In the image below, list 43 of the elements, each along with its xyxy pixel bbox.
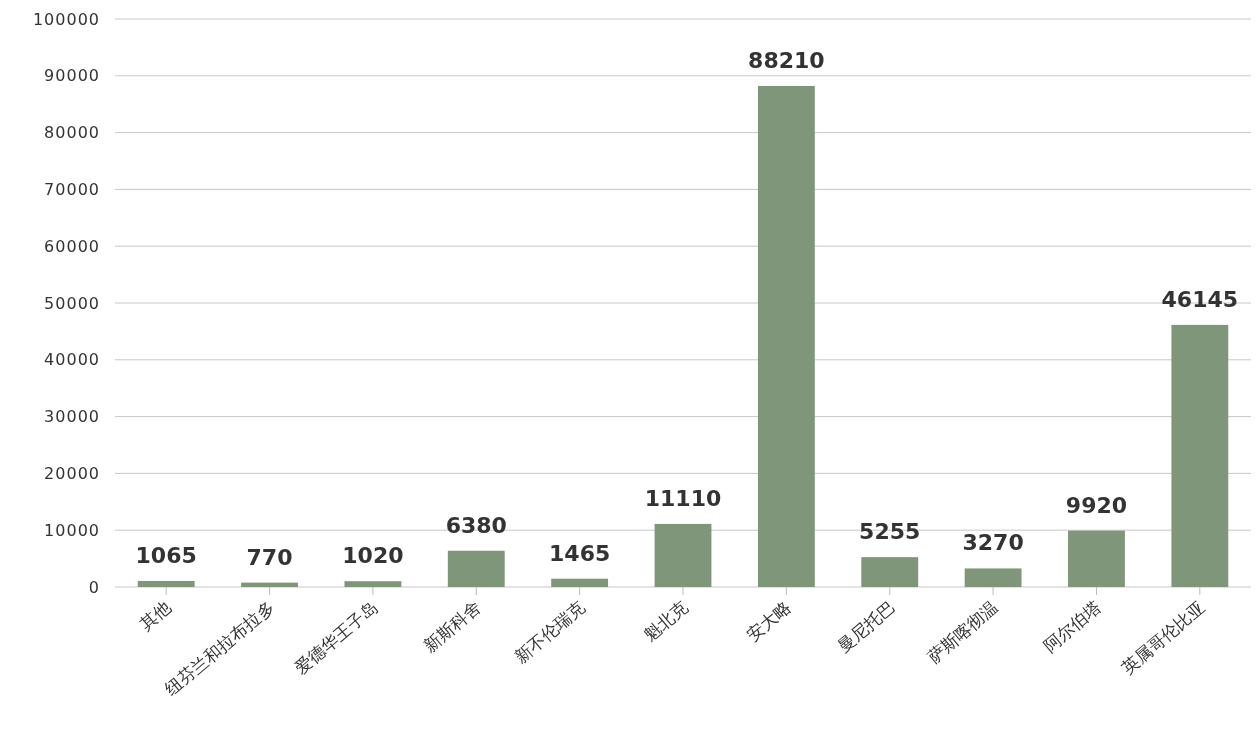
y-tick-label: 60000	[44, 236, 100, 256]
data-label: 11110	[644, 485, 722, 511]
data-label: 770	[246, 544, 293, 570]
bar	[1068, 530, 1125, 587]
x-tick-label: 新斯科舍	[419, 596, 485, 656]
bar	[654, 523, 712, 587]
x-tick-label: 曼尼托巴	[833, 596, 899, 656]
bar	[861, 557, 919, 587]
bar	[241, 582, 298, 587]
y-tick-label: 10000	[44, 520, 100, 540]
y-tick-label: 70000	[44, 180, 100, 199]
y-tick-label: 0	[88, 577, 100, 597]
x-tick-label: 安大略	[743, 596, 795, 645]
data-label: 46145	[1161, 286, 1239, 312]
y-tick-label: 80000	[44, 123, 100, 143]
data-label: 5255	[859, 519, 921, 545]
x-tick-label: 新不伦瑞克	[510, 596, 589, 667]
y-tick-label: 100000	[32, 9, 100, 29]
data-label: 1020	[342, 543, 404, 569]
y-tick-label: 40000	[44, 350, 100, 370]
x-tick-label: 其他	[135, 596, 175, 634]
data-label: 1065	[135, 542, 197, 568]
x-tick-label: 英属哥伦比亚	[1117, 596, 1209, 678]
x-tick-label: 阿尔伯塔	[1040, 596, 1106, 656]
y-tick-label: 20000	[44, 464, 100, 483]
x-tick-label: 爱德华王子岛	[290, 596, 382, 678]
bar	[137, 580, 195, 587]
data-label: 88210	[748, 47, 825, 73]
data-label: 1465	[549, 540, 611, 566]
data-label: 3270	[962, 530, 1024, 556]
bar	[757, 85, 815, 587]
y-tick-label: 50000	[44, 293, 100, 313]
bar	[551, 578, 609, 587]
y-tick-label: 30000	[44, 407, 100, 427]
bar	[964, 568, 1022, 587]
bar	[344, 581, 402, 587]
data-label: 9920	[1065, 492, 1128, 518]
data-label: 6380	[445, 512, 507, 538]
x-tick-label: 萨斯喀彻温	[923, 596, 1002, 667]
y-tick-label: 90000	[44, 66, 100, 86]
bar	[1171, 324, 1229, 587]
bar	[447, 550, 505, 587]
x-tick-label: 魁北克	[639, 596, 692, 645]
